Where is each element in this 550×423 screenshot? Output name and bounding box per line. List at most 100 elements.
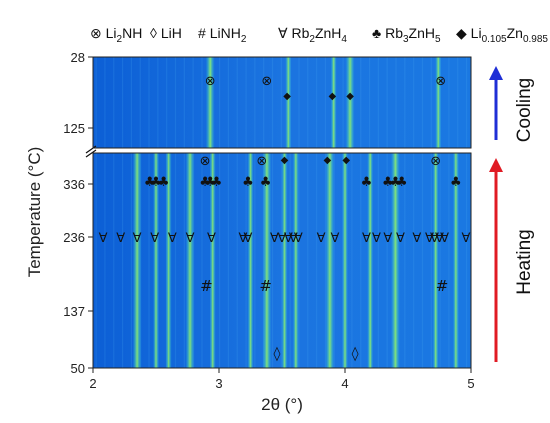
heating-faint-streak [148, 153, 150, 368]
heating-reflection-line [185, 153, 195, 368]
marker-lizn: ◆ [324, 155, 332, 166]
legend-subscript: 3 [403, 34, 409, 45]
marker-rb2znh4: ∀ [372, 231, 381, 246]
cooling-reflection-line [345, 57, 355, 148]
heating-panel-frame [92, 152, 472, 369]
marker-rb2znh4: ∀ [207, 231, 216, 246]
heating-faint-streak [421, 153, 424, 368]
heating-y-tick-label: 236 [63, 230, 85, 245]
marker-rb2znh4: ∀ [330, 231, 339, 246]
marker-rb2znh4: ∀ [116, 231, 125, 246]
heating-reflection-line [342, 153, 348, 368]
marker-li2nh: ⊗ [435, 74, 446, 89]
heating-faint-streak [430, 153, 432, 368]
legend-subscript: 0.985 [523, 34, 548, 45]
x-axis-title: 2θ (°) [261, 395, 303, 414]
heating-arrow-head [489, 158, 503, 172]
heating-faint-streak [130, 153, 132, 368]
marker-rb2znh4: ∀ [238, 231, 247, 246]
legend-subscript: 4 [341, 34, 347, 45]
legend-symbol: # [198, 25, 210, 41]
cooling-faint-streak [377, 57, 379, 148]
heating-reflection-line [452, 153, 459, 368]
marker-rb2znh4: ∀ [362, 231, 371, 246]
cooling-faint-streak [95, 57, 97, 148]
legend-symbol: ♣ [372, 25, 385, 41]
legend-entry-1: ◊ LiH [150, 25, 182, 41]
cooling-faint-streak [395, 57, 397, 148]
marker-linh2: # [259, 277, 272, 295]
marker-rb3znh5: ♣ [242, 175, 254, 190]
heating-reflection-line [153, 153, 159, 368]
marker-li2nh: ⊗ [261, 74, 272, 89]
legend-subscript: 2 [309, 34, 315, 45]
marker-lizn: ◆ [283, 91, 291, 102]
marker-rb3znh5: ♣ [150, 175, 162, 190]
marker-rb3znh5: ♣ [204, 175, 216, 190]
legend-text-part: Li [471, 25, 482, 41]
marker-lih: ◊ [273, 346, 280, 362]
legend-text-part: Rb [385, 25, 403, 41]
heating-reflection-line [262, 153, 272, 368]
cooling-panel [93, 57, 471, 148]
cooling-reflection-line [205, 57, 215, 148]
heating-reflection-line [165, 153, 172, 368]
marker-rb2znh4: ∀ [284, 231, 293, 246]
marker-rb3znh5: ♣ [382, 175, 394, 190]
cooling-faint-streak [360, 57, 362, 148]
marker-rb2znh4: ∀ [440, 231, 449, 246]
cooling-faint-streak [219, 57, 221, 148]
cooling-reflection-line [285, 57, 292, 148]
heating-reflection-line [292, 153, 299, 368]
cooling-faint-streak [157, 57, 159, 148]
marker-lih: ◊ [352, 346, 359, 362]
heating-y-tick-label: 336 [63, 177, 85, 192]
heating-faint-streak [439, 153, 441, 368]
cooling-faint-streak [448, 57, 450, 148]
marker-rb2znh4: ∀ [430, 231, 439, 246]
x-tick-label: 2 [89, 376, 96, 391]
cooling-faint-streak [166, 57, 168, 148]
cooling-faint-streak [227, 57, 230, 148]
x-axis-ticks: 2 3 4 5 [89, 368, 475, 391]
cooling-faint-streak [421, 57, 424, 148]
cooling-faint-streak [404, 57, 406, 148]
marker-rb3znh5: ♣ [158, 175, 170, 190]
cooling-faint-streak [183, 57, 185, 148]
marker-rb2znh4: ∀ [133, 231, 142, 246]
heating-reflection-line [390, 153, 400, 368]
marker-rb2znh4: ∀ [462, 231, 471, 246]
legend-text-part: Li [106, 25, 117, 41]
marker-rb2znh4: ∀ [278, 231, 287, 246]
heating-faint-streak [298, 153, 300, 368]
cooling-faint-streak [307, 57, 309, 148]
heating-faint-streak [236, 153, 238, 368]
legend-symbol: ◊ [150, 25, 161, 41]
heating-faint-streak [121, 153, 124, 368]
cooling-reflection-line [435, 57, 442, 148]
heating-faint-streak [113, 153, 115, 368]
cooling-faint-streak [465, 57, 468, 148]
cooling-label: Cooling [514, 78, 535, 142]
legend-text-part: LiNH [210, 25, 241, 41]
marker-lizn: ◆ [329, 91, 337, 102]
cooling-faint-streak [113, 57, 115, 148]
marker-rb3znh5: ♣ [396, 175, 408, 190]
x-tick-label: 3 [215, 376, 222, 391]
marker-li2nh: ⊗ [256, 154, 267, 169]
marker-rb3znh5: ♣ [260, 175, 272, 190]
heating-faint-streak [465, 153, 468, 368]
cooling-y-tick-label: 28 [71, 50, 85, 65]
heating-faint-streak [227, 153, 230, 368]
cooling-faint-streak [192, 57, 194, 148]
heating-faint-streak [404, 153, 406, 368]
cooling-faint-streak [263, 57, 265, 148]
legend-text-part: LiH [161, 25, 182, 41]
legend-entry-2: # LiNH2 [198, 25, 247, 45]
cooling-faint-streak [104, 57, 106, 148]
marker-rb2znh4: ∀ [317, 231, 326, 246]
legend-text-part: NH [122, 25, 142, 41]
phase-markers: ⊗ ⊗ ⊗◆ ◆ ◆⊗ ⊗ ⊗◆ ◆ ◆♣♣♣ ♣♣♣ ♣ ♣ ♣ ♣♣♣ ♣∀ ∀ ∀ ∀ ∀ ∀ ∀ ∀∀ ∀∀∀∀∀ ∀… [99, 74, 471, 362]
marker-rb2znh4: ∀ [396, 231, 405, 246]
